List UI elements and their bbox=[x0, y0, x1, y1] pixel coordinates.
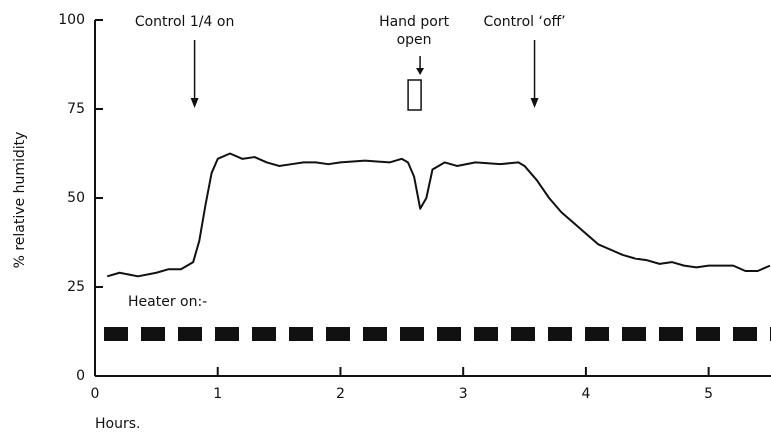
y-tick-label: 50 bbox=[67, 190, 85, 206]
x-tick-label: 3 bbox=[459, 386, 468, 402]
x-tick-label: 4 bbox=[581, 386, 590, 402]
x-axis-label: Hours. bbox=[95, 416, 140, 432]
y-tick-label: 75 bbox=[67, 101, 85, 117]
arrow-head bbox=[530, 98, 539, 108]
x-tick-label: 0 bbox=[91, 386, 100, 402]
y-tick-label: 25 bbox=[67, 279, 85, 295]
y-tick-label: 0 bbox=[76, 368, 85, 384]
heater-label: Heater on:- bbox=[128, 294, 207, 310]
x-tick-label: 2 bbox=[336, 386, 345, 402]
annotation: Hand port open bbox=[379, 14, 450, 48]
y-axis-label: % relative humidity bbox=[12, 132, 28, 269]
annotation: Control 1/4 on bbox=[135, 14, 234, 30]
arrow-head bbox=[416, 68, 425, 75]
x-tick-label: 1 bbox=[213, 386, 222, 402]
annotation: Control ‘off’ bbox=[483, 14, 565, 30]
arrow-head bbox=[190, 98, 199, 108]
x-tick-label: 5 bbox=[704, 386, 713, 402]
y-tick-label: 100 bbox=[58, 12, 85, 28]
hand-port-box bbox=[407, 79, 422, 111]
line bbox=[106, 152, 771, 278]
